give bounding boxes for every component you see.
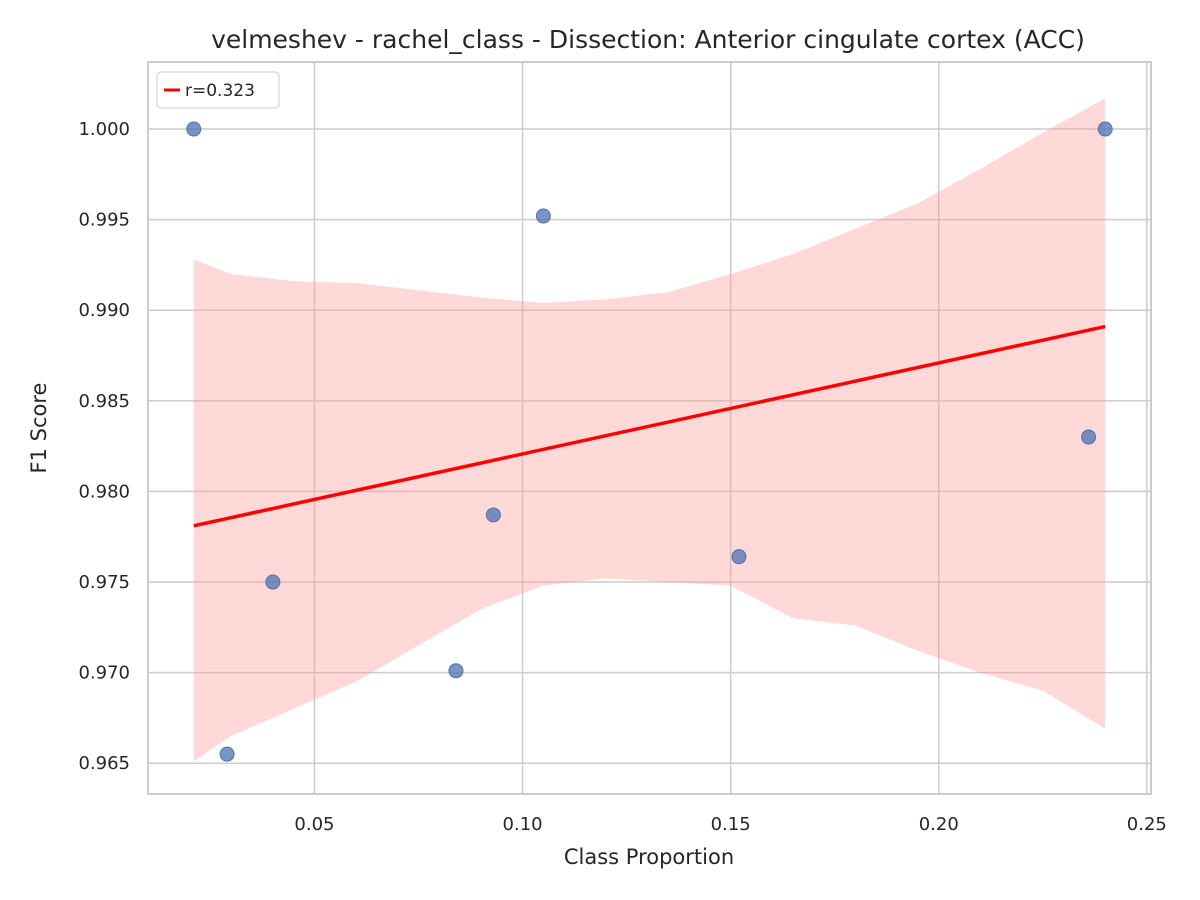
legend-box — [156, 71, 280, 109]
x-tick-label: 0.15 — [711, 814, 751, 835]
scatter-point — [1097, 121, 1113, 137]
scatter-point — [186, 121, 202, 137]
y-tick-label: 0.975 — [78, 572, 130, 593]
y-axis-label: F1 Score — [27, 383, 51, 474]
legend: r=0.323 — [156, 71, 280, 109]
y-tick-label: 0.995 — [78, 210, 130, 231]
y-tick-label: 0.980 — [78, 481, 130, 502]
scatter-points — [186, 121, 1113, 762]
confidence-band — [193, 98, 1106, 762]
x-axis-label: Class Proportion — [564, 845, 734, 869]
grid — [148, 62, 1151, 794]
x-tick-label: 0.05 — [294, 814, 334, 835]
regression-line-layer — [193, 324, 1106, 528]
regression-line — [193, 324, 1106, 528]
x-tick-label: 0.20 — [919, 814, 959, 835]
y-tick-label: 0.970 — [78, 663, 130, 684]
scatter-point — [485, 507, 501, 523]
scatter-point — [265, 574, 281, 590]
y-tick-label: 0.985 — [78, 391, 130, 412]
scatter-point — [1081, 429, 1097, 445]
confidence-band-layer — [193, 98, 1106, 762]
scatter-point — [535, 208, 551, 224]
x-tick-label: 0.25 — [1127, 814, 1167, 835]
scatter-point — [731, 549, 747, 565]
legend-label: r=0.323 — [185, 81, 255, 101]
scatter-point — [448, 663, 464, 679]
tick-labels: 0.05 0.10 0.15 0.20 0.25 0.965 0.970 0.975 0.980… — [78, 119, 1166, 835]
y-tick-label: 0.965 — [78, 753, 130, 774]
chart-title: velmeshev - rachel_class - Dissection: A… — [211, 25, 1085, 54]
y-tick-label: 0.990 — [78, 300, 130, 321]
plot-frame — [147, 61, 1152, 795]
scatter-point — [219, 746, 235, 762]
x-tick-label: 0.10 — [503, 814, 543, 835]
y-tick-label: 1.000 — [78, 119, 130, 140]
